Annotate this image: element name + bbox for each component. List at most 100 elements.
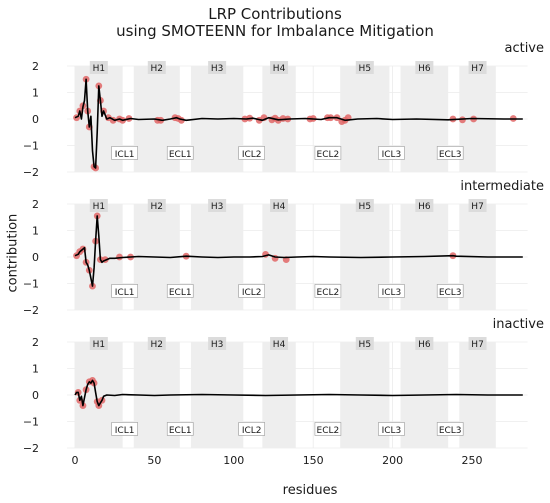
loop-label: ICL3 [382, 288, 402, 298]
helix-label-box [147, 337, 166, 350]
loop-label: ECL1 [169, 288, 192, 298]
helix-label-box [468, 61, 487, 74]
y-tick-label: −2 [23, 442, 39, 455]
chart-title-line-2: using SMOTEENN for Imbalance Mitigation [116, 22, 434, 40]
helix-label-box [355, 337, 374, 350]
loop-label-box [314, 284, 342, 298]
loop-label: ICL1 [115, 150, 135, 160]
loop-label: ECL3 [439, 288, 462, 298]
loop-label-box [166, 146, 194, 160]
helix-label-box [147, 199, 166, 212]
loop-label: ICL2 [242, 150, 262, 160]
series-line-inactive [74, 379, 523, 407]
y-axis-label: contribution [5, 213, 21, 293]
helix-label: H2 [151, 64, 164, 74]
helix-label-box [355, 61, 374, 74]
loop-label-box [111, 146, 138, 160]
helix-label-box [468, 199, 487, 212]
helix-label: H1 [93, 64, 106, 74]
helix-label: H6 [418, 340, 431, 350]
loop-label: ICL2 [242, 426, 262, 436]
loop-label-box [238, 284, 265, 298]
y-tick-label: 1 [32, 363, 39, 376]
helix-label-box [270, 337, 289, 350]
panel-intermediate: H1 H2 H3 H4 H5 H6 H7 ICL1 ECL1 ICL2 ECL2 ICL3 ECL3 −2… [23, 179, 544, 317]
x-axis-label: residues [282, 483, 338, 498]
loop-label-box [111, 284, 138, 298]
y-tick-label: 0 [32, 251, 39, 264]
helix-label: H5 [359, 340, 372, 350]
x-tick-label: 200 [382, 454, 403, 467]
helix-label-box [208, 199, 227, 212]
loop-label-box [436, 146, 464, 160]
panel-inactive: H1 H2 H3 H4 H5 H6 H7 ICL1 ECL1 ICL2 ECL2 ICL3 ECL3 −2… [23, 317, 544, 455]
loop-label: ICL1 [115, 426, 135, 436]
helix-label: H6 [418, 64, 431, 74]
helix-label-box [468, 337, 487, 350]
y-tick-label: 0 [32, 113, 39, 126]
helix-label: H2 [151, 340, 164, 350]
loop-label-box [111, 422, 138, 436]
loop-label: ECL1 [169, 426, 192, 436]
helix-label: H6 [418, 202, 431, 212]
helix-label: H4 [273, 340, 286, 350]
loop-label-box [378, 284, 405, 298]
loop-label: ICL3 [382, 426, 402, 436]
panel-title-active: active [504, 41, 544, 56]
loop-label-box [238, 146, 265, 160]
helix-label: H7 [471, 340, 484, 350]
loop-label: ECL2 [317, 150, 340, 160]
helix-label-box [355, 199, 374, 212]
helix-label: H5 [359, 202, 372, 212]
x-tick-label: 50 [147, 454, 161, 467]
loop-label-box [314, 422, 342, 436]
loop-label: ICL1 [115, 288, 135, 298]
loop-label-box [238, 422, 265, 436]
loop-label: ECL3 [439, 426, 462, 436]
helix-label-box [270, 199, 289, 212]
helix-label-box [415, 199, 434, 212]
y-tick-label: 1 [32, 87, 39, 100]
y-tick-label: −1 [23, 140, 39, 153]
loop-label: ICL3 [382, 150, 402, 160]
x-tick-label: 150 [303, 454, 324, 467]
helix-label: H4 [273, 64, 286, 74]
loop-label-box [166, 422, 194, 436]
helix-label: H7 [471, 64, 484, 74]
y-tick-label: −1 [23, 416, 39, 429]
loop-label: ECL1 [169, 150, 192, 160]
helix-label: H1 [93, 340, 106, 350]
helix-label: H1 [93, 202, 106, 212]
helix-label: H3 [211, 340, 224, 350]
helix-label-box [147, 61, 166, 74]
helix-label-box [270, 61, 289, 74]
y-tick-label: −2 [23, 304, 39, 317]
y-tick-label: −2 [23, 166, 39, 179]
helix-label-box [415, 337, 434, 350]
loop-label-box [436, 284, 464, 298]
helix-label: H7 [471, 202, 484, 212]
helix-label-box [89, 199, 108, 212]
loop-label-box [166, 284, 194, 298]
helix-label-box [89, 61, 108, 74]
helix-label: H4 [273, 202, 286, 212]
y-tick-label: 1 [32, 225, 39, 238]
x-tick-label: 0 [72, 454, 79, 467]
loop-label-box [314, 146, 342, 160]
y-tick-label: 0 [32, 389, 39, 402]
helix-label-box [415, 61, 434, 74]
helix-label-box [208, 61, 227, 74]
series-line-intermediate [74, 215, 523, 287]
y-tick-label: 2 [32, 198, 39, 211]
helix-label: H2 [151, 202, 164, 212]
panel-title-intermediate: intermediate [460, 179, 544, 194]
helix-label-box [89, 337, 108, 350]
loop-label-box [378, 422, 405, 436]
y-tick-label: 2 [32, 336, 39, 349]
helix-label: H5 [359, 64, 372, 74]
x-tick-label: 100 [223, 454, 244, 467]
panel-active: H1 H2 H3 H4 H5 H6 H7 ICL1 ECL1 ICL2 ECL2 ICL3 ECL3 −2… [23, 41, 544, 179]
loop-label: ECL3 [439, 150, 462, 160]
y-tick-label: −1 [23, 278, 39, 291]
